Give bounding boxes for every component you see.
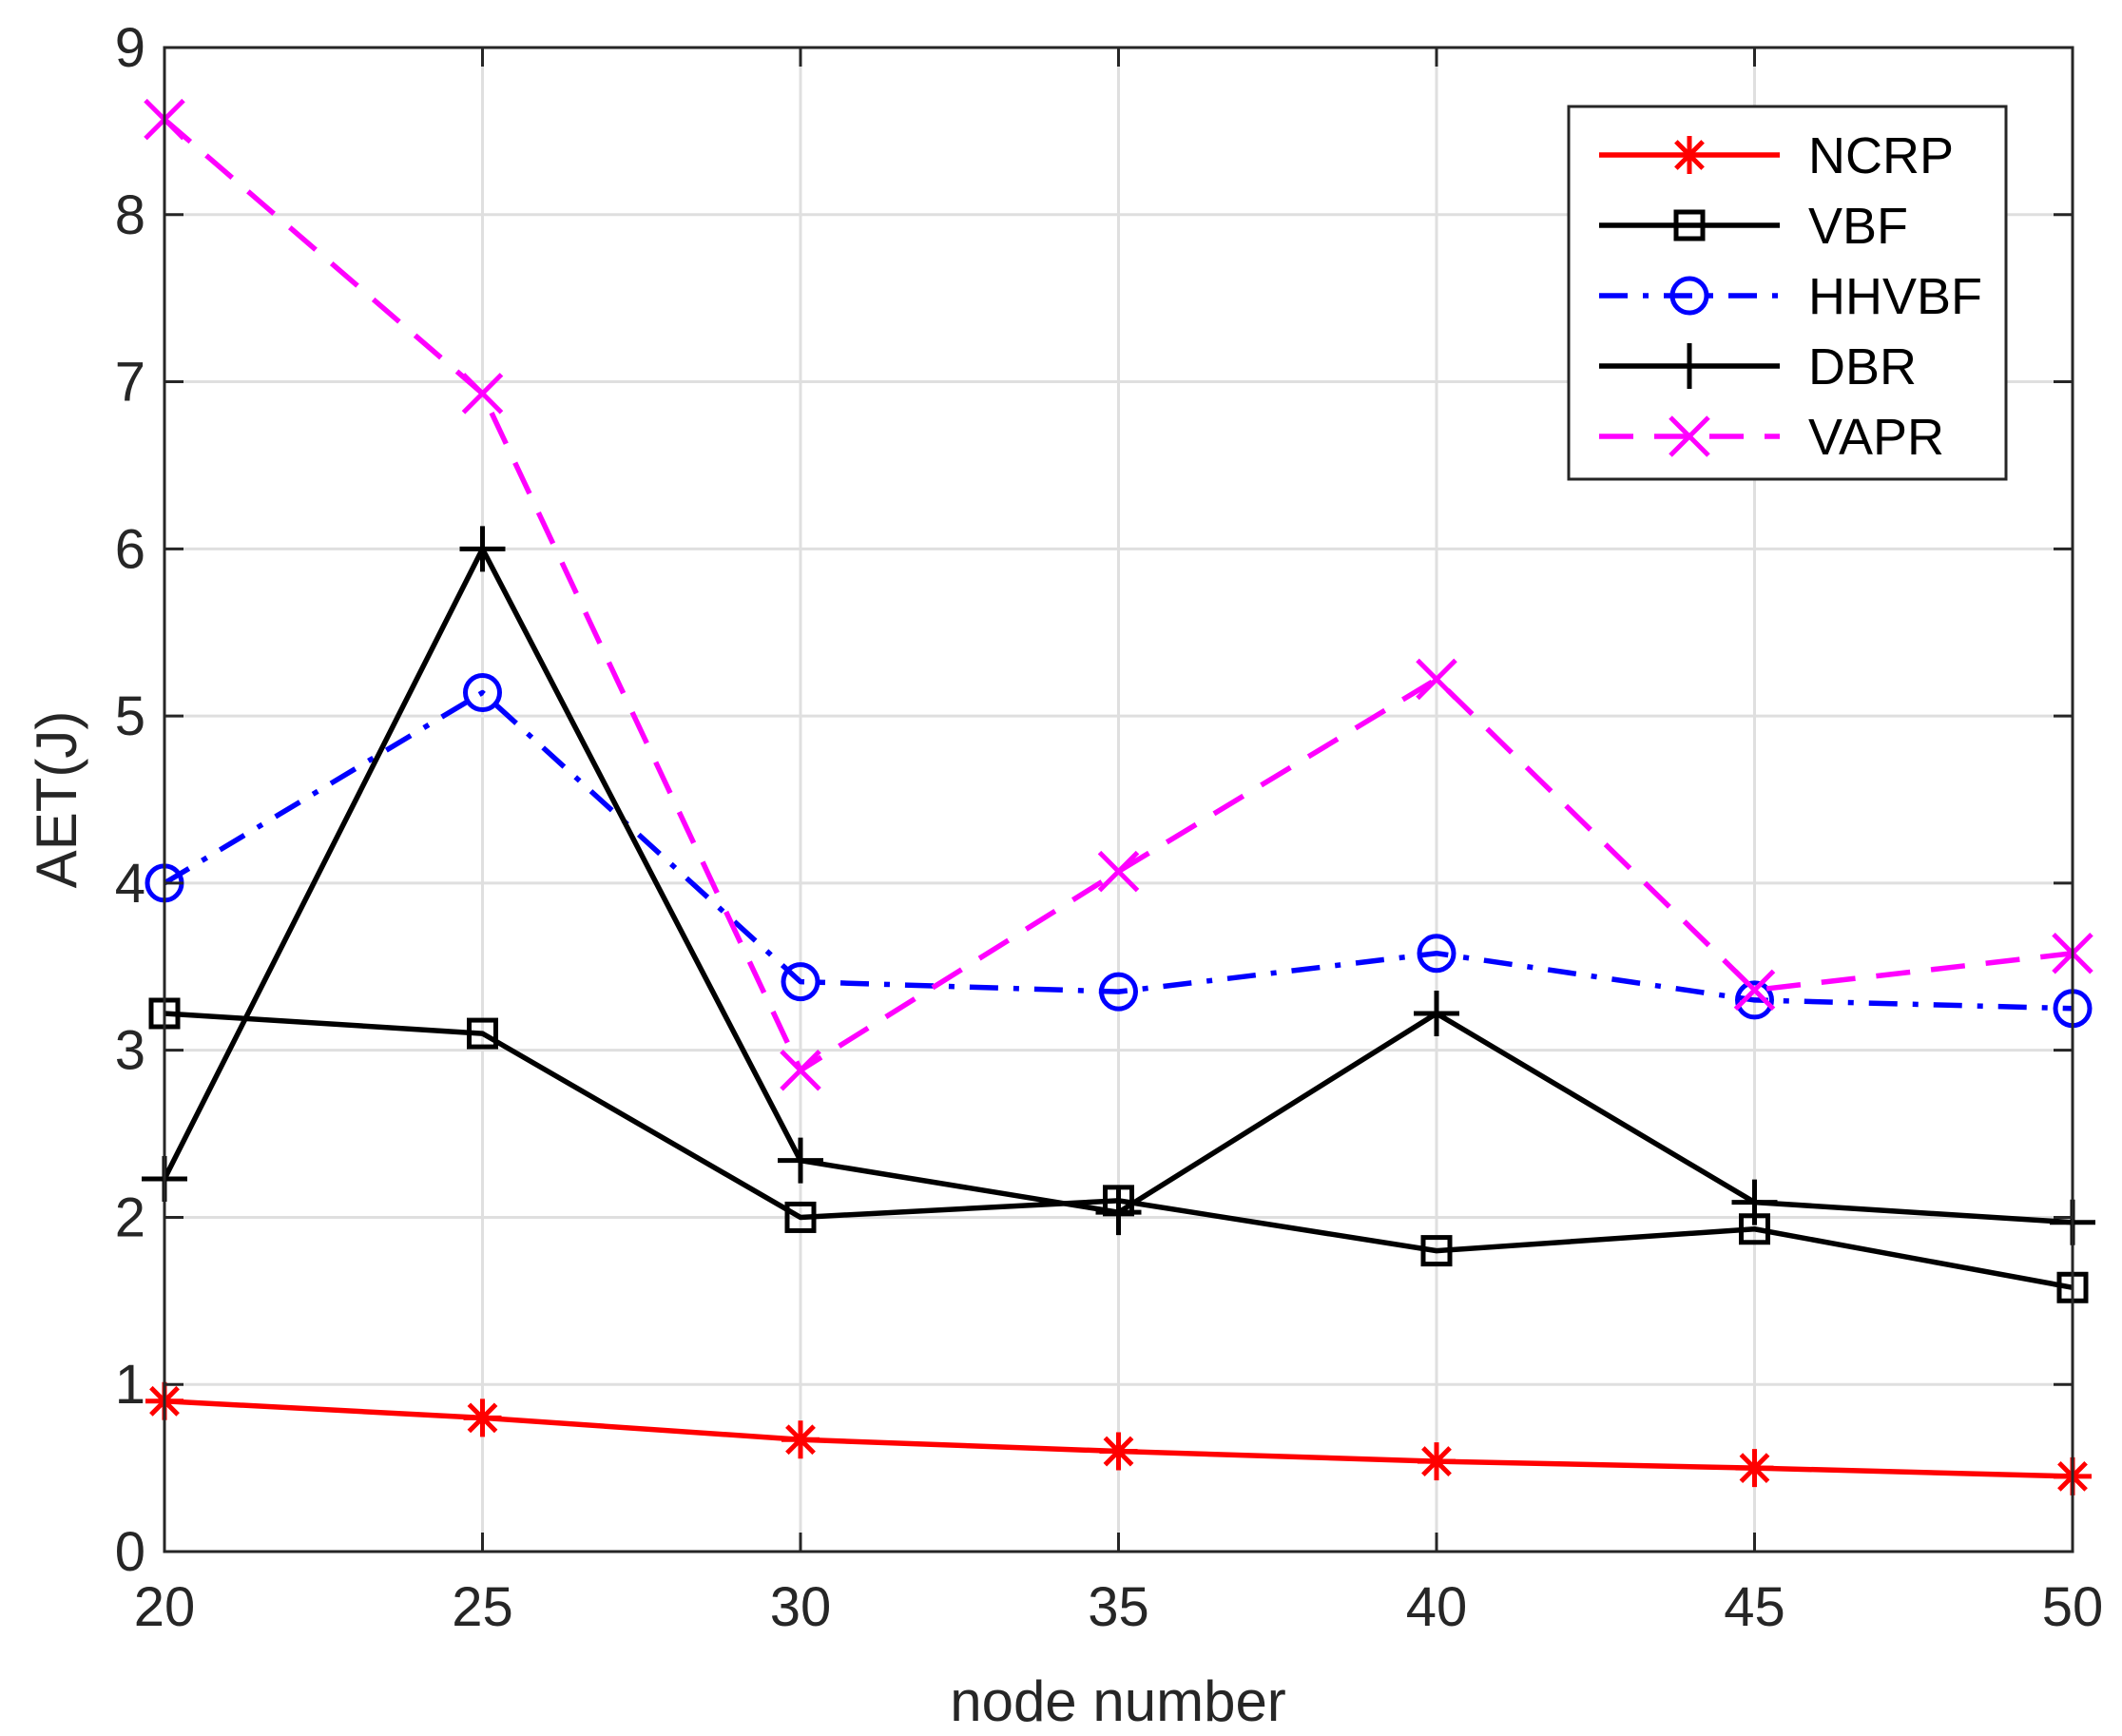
data-point-vbf <box>784 1201 817 1233</box>
data-point-hhvbf <box>1099 972 1138 1012</box>
legend-label-dbr: DBR <box>1808 338 1917 395</box>
y-tick-label: 0 <box>115 1521 145 1583</box>
y-tick-label: 3 <box>115 1020 145 1082</box>
x-tick-label: 20 <box>134 1576 196 1638</box>
data-point-vapr <box>1097 850 1140 893</box>
grid <box>164 48 2073 1552</box>
legend-entry-hhvbf: HHVBF <box>1599 268 1982 325</box>
series-line-hhvbf <box>163 689 2074 1012</box>
legend-marker-vapr <box>1669 415 1710 457</box>
data-point-ncrp <box>1418 1442 1456 1481</box>
data-point-ncrp <box>1735 1449 1774 1488</box>
data-point-ncrp <box>463 1398 502 1437</box>
y-tick-label: 8 <box>115 184 145 246</box>
legend-entry-vbf: VBF <box>1599 198 1908 255</box>
legend-label-ncrp: NCRP <box>1808 127 1954 184</box>
x-tick-label: 25 <box>452 1576 513 1638</box>
y-tick-label: 5 <box>115 685 145 747</box>
data-point-dbr <box>459 526 506 572</box>
data-point-ncrp <box>1099 1432 1138 1471</box>
x-tick-label: 50 <box>2042 1576 2104 1638</box>
series-vapr <box>144 98 2093 1091</box>
x-tick-label: 40 <box>1406 1576 1468 1638</box>
y-axis-title: AET(J) <box>25 711 88 889</box>
data-point-vapr <box>780 1049 821 1091</box>
y-tick-label: 9 <box>115 17 145 79</box>
axis-ticks <box>163 46 2074 1553</box>
x-tick-label: 35 <box>1088 1576 1149 1638</box>
data-point-dbr <box>1414 991 1459 1036</box>
data-point-dbr <box>1095 1189 1142 1236</box>
data-point-dbr <box>1731 1179 1778 1225</box>
legend-marker-ncrp <box>1670 136 1708 174</box>
data-point-vbf <box>1420 1235 1453 1267</box>
data-point-hhvbf <box>1735 980 1774 1020</box>
data-point-vapr <box>1733 969 1776 1012</box>
y-tick-label: 4 <box>115 853 145 915</box>
data-point-dbr <box>778 1137 823 1184</box>
legend-label-hhvbf: HHVBF <box>1808 268 1982 325</box>
data-point-vapr <box>1416 658 1457 701</box>
y-tick-label: 7 <box>115 352 145 414</box>
data-point-vbf <box>467 1017 498 1050</box>
legend-entry-vapr: VAPR <box>1599 409 1944 466</box>
x-tick-label: 30 <box>770 1576 832 1638</box>
data-point-ncrp <box>781 1420 820 1459</box>
x-tick-label: 45 <box>1724 1576 1785 1638</box>
legend-marker-dbr <box>1667 343 1712 389</box>
y-tick-label: 2 <box>115 1186 145 1248</box>
legend: NCRP VBF HHVBF DBR VAPR <box>1567 105 2008 481</box>
data-point-hhvbf <box>463 673 502 713</box>
legend-marker-hhvbf <box>1669 276 1709 316</box>
y-tick-label: 1 <box>115 1354 145 1416</box>
legend-entry-dbr: DBR <box>1599 338 1917 395</box>
legend-box <box>1567 105 2008 481</box>
data-point-hhvbf <box>1417 934 1456 974</box>
legend-marker-vbf <box>1673 209 1706 241</box>
legend-entry-ncrp: NCRP <box>1599 127 1954 184</box>
data-point-hhvbf <box>781 962 820 1002</box>
x-axis-title: node number <box>950 1669 1286 1733</box>
legend-label-vbf: VBF <box>1808 198 1908 255</box>
legend-label-vapr: VAPR <box>1808 409 1944 466</box>
data-point-vapr <box>461 373 504 415</box>
y-tick-label: 6 <box>115 518 145 580</box>
